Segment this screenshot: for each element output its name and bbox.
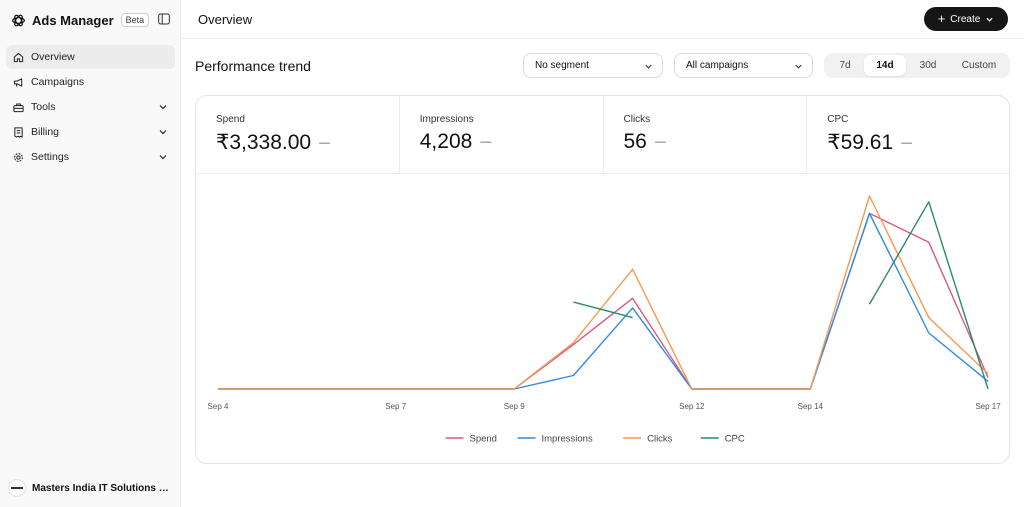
- date-range-toggle: 7d 14d 30d Custom: [824, 53, 1010, 78]
- legend-label: CPC: [725, 434, 745, 445]
- metric-value: 56 —: [624, 130, 666, 154]
- metric-cpc[interactable]: CPC ₹59.61 —: [807, 96, 1009, 174]
- metric-value-text: 56: [623, 130, 647, 153]
- page-title: Overview: [198, 12, 253, 27]
- segment-select-value: No segment: [535, 60, 589, 71]
- metric-clicks[interactable]: Clicks 56 —: [604, 96, 808, 174]
- chevron-down-icon: [986, 17, 993, 22]
- x-tick-label: Sep 17: [975, 402, 1001, 411]
- performance-card: Spend ₹3,338.00 — Impressions 4,208 — Clic…: [195, 95, 1010, 464]
- metric-value-text: ₹59.61: [827, 131, 894, 154]
- top-bar: Overview + Create: [181, 0, 1024, 39]
- legend-item-impressions[interactable]: Impressions: [517, 434, 593, 445]
- beta-badge: Beta: [120, 13, 150, 27]
- range-option-14d[interactable]: 14d: [864, 55, 906, 76]
- series-line-clicks: [218, 195, 989, 390]
- toolbox-icon: [13, 103, 24, 112]
- chevron-down-icon: [645, 64, 652, 69]
- metrics-row: Spend ₹3,338.00 — Impressions 4,208 — Clic…: [196, 96, 1009, 174]
- x-tick-label: Sep 7: [385, 402, 406, 411]
- trend-chart: Sep 4 Sep 7 Sep 9 Sep 12 Sep 14 Sep 17 Spend Im…: [208, 195, 1001, 445]
- sidebar-item-tools[interactable]: Tools: [6, 95, 175, 119]
- legend-label: Clicks: [647, 434, 673, 445]
- metric-delta: —: [480, 136, 492, 149]
- legend-item-spend[interactable]: Spend: [445, 434, 497, 445]
- sidebar: Ads Manager Beta Overview Campaigns Tool…: [0, 0, 181, 507]
- create-button[interactable]: + Create: [924, 7, 1008, 31]
- metric-value-text: ₹3,338.00: [216, 131, 312, 154]
- sidebar-item-settings[interactable]: Settings: [6, 145, 175, 169]
- range-label: Custom: [961, 60, 997, 71]
- metric-label: Spend: [216, 114, 245, 125]
- brand[interactable]: Ads Manager Beta: [11, 10, 150, 30]
- range-option-30d[interactable]: 30d: [906, 55, 950, 76]
- sidebar-item-label: Billing: [31, 126, 60, 138]
- x-tick-label: Sep 12: [679, 402, 705, 411]
- sidebar-item-billing[interactable]: Billing: [6, 120, 175, 144]
- metric-label: Impressions: [419, 114, 474, 125]
- metric-value-text: 4,208: [419, 130, 473, 153]
- brand-name: Ads Manager: [32, 12, 114, 28]
- legend-label: Spend: [470, 434, 497, 445]
- series-line-cpc: [573, 301, 633, 319]
- sidebar-item-label: Tools: [31, 101, 56, 113]
- openai-logo-icon: [12, 14, 25, 26]
- metric-impressions[interactable]: Impressions 4,208 —: [400, 96, 604, 174]
- create-button-label: Create: [950, 13, 981, 25]
- section-title: Performance trend: [195, 58, 311, 74]
- sidebar-item-campaigns[interactable]: Campaigns: [6, 70, 175, 94]
- sidebar-nav: Overview Campaigns Tools Billing Setting…: [6, 45, 175, 170]
- receipt-icon: [14, 126, 23, 138]
- campaign-select-value: All campaigns: [686, 60, 749, 71]
- range-option-custom[interactable]: Custom: [950, 55, 1008, 76]
- series-line-spend: [218, 212, 989, 390]
- range-label: 30d: [919, 60, 937, 71]
- metric-value: ₹59.61 —: [827, 130, 912, 155]
- chevron-down-icon: [159, 105, 167, 110]
- range-option-7d[interactable]: 7d: [826, 55, 864, 76]
- range-label: 14d: [876, 60, 894, 71]
- series-line-cpc: [868, 201, 989, 390]
- org-logo-icon: [8, 479, 26, 497]
- legend-item-cpc[interactable]: CPC: [700, 434, 745, 445]
- metric-spend[interactable]: Spend ₹3,338.00 —: [196, 96, 400, 174]
- segment-select[interactable]: No segment: [523, 53, 663, 78]
- legend-label: Impressions: [542, 434, 593, 445]
- metric-label: Clicks: [623, 114, 651, 125]
- metric-delta: —: [901, 137, 913, 150]
- sidebar-item-label: Campaigns: [31, 76, 85, 88]
- plus-icon: +: [937, 11, 946, 26]
- x-tick-label: Sep 4: [208, 402, 229, 411]
- chevron-down-icon: [795, 64, 802, 69]
- metric-delta: —: [654, 136, 666, 149]
- range-label: 7d: [839, 60, 851, 71]
- series-line-impressions: [218, 212, 989, 390]
- metric-value: ₹3,338.00 —: [216, 130, 330, 155]
- sidebar-item-overview[interactable]: Overview: [6, 45, 175, 69]
- chevron-down-icon: [159, 155, 167, 160]
- org-switcher[interactable]: Masters India IT Solutions Pri...: [8, 479, 176, 497]
- org-name: Masters India IT Solutions Pri...: [32, 482, 172, 494]
- megaphone-icon: [13, 77, 23, 87]
- metric-label: CPC: [827, 114, 849, 125]
- chevron-down-icon: [159, 130, 167, 135]
- gear-icon: [14, 152, 23, 162]
- x-tick-label: Sep 9: [504, 402, 525, 411]
- campaign-select[interactable]: All campaigns: [674, 53, 813, 78]
- sidebar-toggle-icon[interactable]: [158, 13, 170, 25]
- home-icon: [13, 52, 24, 62]
- legend-item-clicks[interactable]: Clicks: [623, 434, 673, 445]
- metric-delta: —: [319, 137, 331, 150]
- metric-value: 4,208 —: [420, 130, 492, 154]
- sidebar-item-label: Settings: [31, 151, 69, 163]
- x-tick-label: Sep 14: [798, 402, 824, 411]
- sidebar-item-label: Overview: [31, 51, 75, 63]
